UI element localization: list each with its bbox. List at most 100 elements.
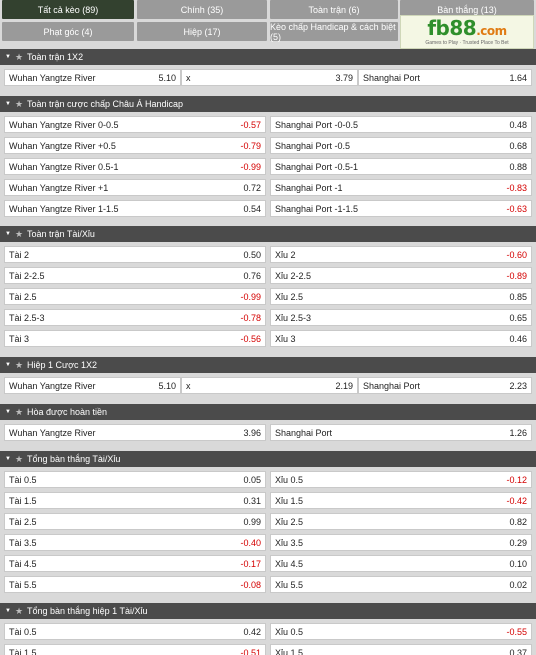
odds-cell-left[interactable]: Tài 3.5 -0.40: [4, 534, 266, 551]
odds-away[interactable]: Shanghai Port 1.64: [358, 69, 532, 86]
odds-value: 0.48: [509, 119, 527, 130]
star-icon[interactable]: ★: [14, 228, 24, 239]
odds-cell-right[interactable]: Xỉu 2 -0.60: [270, 246, 532, 263]
odds-cell-left[interactable]: Tài 2-2.5 0.76: [4, 267, 266, 284]
section-header[interactable]: ▼ ★ Hiệp 1 Cược 1X2: [0, 357, 536, 373]
selection-label: Xỉu 3: [275, 333, 296, 344]
selection-label: Tài 5.5: [9, 579, 37, 590]
odds-cell-left[interactable]: Wuhan Yangtze River +1 0.72: [4, 179, 266, 196]
section-header[interactable]: ▼ ★ Toàn trận Tài/Xỉu: [0, 226, 536, 242]
selection-label: Xỉu 2.5: [275, 516, 304, 527]
fb88-logo[interactable]: fb88.com Games to Play · Trusted Place T…: [400, 15, 534, 49]
odds-cell-left[interactable]: Wuhan Yangtze River 0-0.5 -0.57: [4, 116, 266, 133]
odds-cell-right[interactable]: Shanghai Port -1 -0.83: [270, 179, 532, 196]
odds-value: -0.63: [506, 203, 527, 214]
odds-cell-right[interactable]: Xỉu 0.5 -0.12: [270, 471, 532, 488]
odds-value: -0.83: [506, 182, 527, 193]
odds-row: Wuhan Yangtze River 0-0.5 -0.57 Shanghai P…: [0, 116, 536, 137]
tab-all-markets[interactable]: Tất cả kèo (89): [2, 0, 134, 19]
odds-cell-right[interactable]: Xỉu 2.5-3 0.65: [270, 309, 532, 326]
odds-cell-left[interactable]: Tài 4.5 -0.17: [4, 555, 266, 572]
odds-cell-left[interactable]: Tài 3 -0.56: [4, 330, 266, 347]
odds-cell-left[interactable]: Tài 0.5 0.05: [4, 471, 266, 488]
odds-value: -0.89: [506, 270, 527, 281]
section-title: Hiệp 1 Cược 1X2: [27, 360, 97, 370]
selection-label: Wuhan Yangtze River: [9, 72, 96, 83]
odds-value: -0.40: [240, 537, 261, 548]
odds-value: 0.65: [509, 312, 527, 323]
section-header[interactable]: ▼ ★ Toàn trận 1X2: [0, 49, 536, 65]
odds-cell-left[interactable]: Wuhan Yangtze River 1-1.5 0.54: [4, 200, 266, 217]
odds-cell-left[interactable]: Tài 5.5 -0.08: [4, 576, 266, 593]
odds-cell-right[interactable]: Shanghai Port -0.5-1 0.88: [270, 158, 532, 175]
selection-label: Wuhan Yangtze River 1-1.5: [9, 203, 119, 214]
odds-value: 0.88: [509, 161, 527, 172]
selection-label: Tài 0.5: [9, 626, 37, 637]
odds-value: -0.99: [240, 161, 261, 172]
odds-cell-left[interactable]: Wuhan Yangtze River +0.5 -0.79: [4, 137, 266, 154]
odds-value: 2.19: [335, 380, 353, 391]
star-icon[interactable]: ★: [14, 605, 24, 616]
section-header[interactable]: ▼ ★ Tổng bàn thắng Tài/Xỉu: [0, 451, 536, 467]
odds-cell-right[interactable]: Xỉu 1.5 0.37: [270, 644, 532, 655]
selection-label: x: [186, 380, 191, 391]
odds-cell-left[interactable]: Tài 0.5 0.42: [4, 623, 266, 640]
odds-cell-right[interactable]: Xỉu 0.5 -0.55: [270, 623, 532, 640]
odds-cell-right[interactable]: Xỉu 3.5 0.29: [270, 534, 532, 551]
odds-row: Tài 1.5 0.31 Xỉu 1.5 -0.42: [0, 492, 536, 513]
tab-handicap[interactable]: Kèo chấp Handicap & cách biệt (5): [270, 22, 398, 42]
odds-value: -0.42: [506, 495, 527, 506]
tab-corners[interactable]: Phạt góc (4): [2, 22, 134, 41]
selection-label: Tài 3: [9, 333, 30, 344]
odds-cell-right[interactable]: Xỉu 4.5 0.10: [270, 555, 532, 572]
star-icon[interactable]: ★: [14, 406, 24, 417]
odds-cell-left[interactable]: Wuhan Yangtze River 3.96: [4, 424, 266, 441]
odds-cell-right[interactable]: Xỉu 2.5 0.82: [270, 513, 532, 530]
star-icon[interactable]: ★: [14, 51, 24, 62]
odds-cell-right[interactable]: Shanghai Port -0-0.5 0.48: [270, 116, 532, 133]
odds-home[interactable]: Wuhan Yangtze River 5.10: [4, 377, 181, 394]
odds-cell-left[interactable]: Tài 1.5 0.31: [4, 492, 266, 509]
section-title: Toàn trận cược chấp Châu Á Handicap: [27, 99, 184, 109]
odds-cell-left[interactable]: Tài 2 0.50: [4, 246, 266, 263]
section-header[interactable]: ▼ ★ Tổng bàn thắng hiệp 1 Tài/Xỉu: [0, 603, 536, 619]
odds-cell-left[interactable]: Tài 2.5 -0.99: [4, 288, 266, 305]
odds-draw[interactable]: x 2.19: [181, 377, 358, 394]
tab-full-match[interactable]: Toàn trận (6): [270, 0, 398, 19]
odds-row: Tài 0.5 0.42 Xỉu 0.5 -0.55: [0, 623, 536, 644]
odds-row: Wuhan Yangtze River 3.96 Shanghai Port 1.26: [0, 424, 536, 445]
odds-value: 3.79: [335, 72, 353, 83]
selection-label: Tài 2.5-3: [9, 312, 45, 323]
odds-value: 3.96: [243, 427, 261, 438]
tab-main[interactable]: Chính (35): [137, 0, 267, 19]
odds-cell-left[interactable]: Wuhan Yangtze River 0.5-1 -0.99: [4, 158, 266, 175]
odds-cell-left[interactable]: Tài 2.5 0.99: [4, 513, 266, 530]
odds-cell-right[interactable]: Xỉu 2.5 0.85: [270, 288, 532, 305]
odds-cell-left[interactable]: Tài 1.5 -0.51: [4, 644, 266, 655]
odds-draw[interactable]: x 3.79: [181, 69, 358, 86]
odds-cell-right[interactable]: Xỉu 5.5 0.02: [270, 576, 532, 593]
odds-value: 5.10: [158, 72, 176, 83]
odds-home[interactable]: Wuhan Yangtze River 5.10: [4, 69, 181, 86]
odds-cell-right[interactable]: Xỉu 3 0.46: [270, 330, 532, 347]
odds-cell-right[interactable]: Shanghai Port 1.26: [270, 424, 532, 441]
odds-value: 0.42: [243, 626, 261, 637]
section-over-under: ▼ ★ Toàn trận Tài/Xỉu Tài 2 0.50 Xỉu 2 -0.60 T…: [0, 226, 536, 351]
star-icon[interactable]: ★: [14, 453, 24, 464]
odds-cell-right[interactable]: Xỉu 1.5 -0.42: [270, 492, 532, 509]
odds-cell-right[interactable]: Xỉu 2-2.5 -0.89: [270, 267, 532, 284]
odds-value: 0.85: [509, 291, 527, 302]
section-header[interactable]: ▼ ★ Toàn trận cược chấp Châu Á Handicap: [0, 96, 536, 112]
logo-text-88: 88: [449, 15, 477, 40]
star-icon[interactable]: ★: [14, 359, 24, 370]
odds-cell-right[interactable]: Shanghai Port -0.5 0.68: [270, 137, 532, 154]
odds-cell-left[interactable]: Tài 2.5-3 -0.78: [4, 309, 266, 326]
odds-value: 1.64: [509, 72, 527, 83]
tab-half[interactable]: Hiệp (17): [137, 22, 267, 41]
odds-cell-right[interactable]: Shanghai Port -1-1.5 -0.63: [270, 200, 532, 217]
odds-value: -0.51: [240, 647, 261, 655]
section-header[interactable]: ▼ ★ Hòa được hoàn tiền: [0, 404, 536, 420]
odds-away[interactable]: Shanghai Port 2.23: [358, 377, 532, 394]
tab-goals[interactable]: Bàn thắng (13): [400, 0, 534, 19]
star-icon[interactable]: ★: [14, 98, 24, 109]
